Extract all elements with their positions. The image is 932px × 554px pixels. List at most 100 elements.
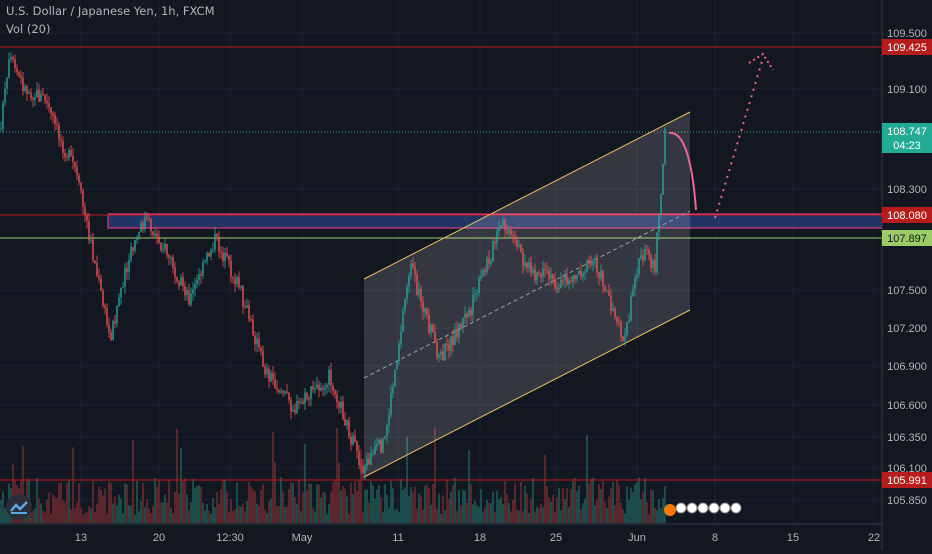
candle-body	[598, 272, 600, 279]
price-badge-resistance-zone: 108.080	[882, 207, 932, 223]
volume-bar	[286, 506, 288, 523]
candle-body	[224, 252, 226, 262]
volume-bar	[438, 493, 440, 523]
candle-body	[614, 308, 616, 318]
volume-bar	[448, 498, 450, 523]
volume-bar	[394, 509, 396, 523]
event-marker-icon[interactable]	[675, 502, 687, 514]
volume-bar	[296, 503, 298, 523]
candle-body	[106, 308, 108, 325]
volume-bar	[60, 482, 62, 523]
candle-body	[230, 260, 232, 277]
volume-bar	[598, 484, 600, 523]
candle-body	[488, 258, 490, 264]
candle-body	[56, 123, 58, 126]
volume-bar	[0, 500, 2, 523]
volume-bar	[380, 497, 382, 523]
volume-bar	[594, 505, 596, 523]
volume-bar	[524, 486, 526, 523]
candle-body	[376, 444, 378, 447]
volume-bar	[246, 500, 248, 523]
price-tick-label: 106.600	[887, 400, 927, 412]
volume-bar	[412, 492, 414, 523]
candle-body	[594, 260, 596, 262]
candle-body	[190, 293, 192, 305]
volume-bar	[486, 499, 488, 523]
candle-body	[44, 94, 46, 102]
volume-bar	[230, 498, 232, 523]
candle-body	[548, 270, 550, 279]
volume-bar	[578, 485, 580, 523]
candle-body	[358, 451, 360, 466]
volume-bar	[506, 494, 508, 523]
candle-body	[384, 436, 386, 439]
volume-bar	[66, 483, 68, 523]
tradingview-logo-icon[interactable]	[6, 494, 32, 520]
volume-bar	[226, 491, 228, 523]
volume-bar	[248, 481, 250, 523]
volume-bar	[648, 514, 650, 523]
event-marker-icon[interactable]	[664, 504, 676, 516]
volume-bar	[202, 502, 204, 523]
candle-body	[360, 465, 362, 467]
volume-bar	[562, 487, 564, 523]
candle-body	[430, 324, 432, 333]
volume-bar	[616, 479, 618, 523]
volume-bar	[282, 491, 284, 523]
volume-bar	[142, 483, 144, 523]
volume-bar	[400, 478, 402, 523]
candle-body	[50, 107, 52, 113]
candle-body	[58, 125, 60, 140]
volume-bar	[314, 511, 316, 523]
candle-body	[612, 308, 614, 311]
volume-bar	[154, 477, 156, 523]
candle-body	[398, 343, 400, 362]
price-badge-label: 105.991	[887, 475, 927, 487]
volume-bar	[570, 488, 572, 523]
candle-body	[438, 354, 440, 358]
candle-body	[204, 260, 206, 262]
volume-bar	[620, 502, 622, 523]
candle-body	[4, 88, 6, 104]
symbol-title[interactable]: U.S. Dollar / Japanese Yen, 1h, FXCM	[6, 4, 215, 18]
volume-bar	[124, 483, 126, 523]
volume-bar	[550, 501, 552, 523]
time-tick-label: 15	[787, 532, 799, 544]
candle-body	[188, 290, 190, 305]
candle-body	[314, 388, 316, 390]
candle-body	[492, 241, 494, 262]
volume-study-label[interactable]: Vol (20)	[6, 22, 51, 36]
volume-bar	[306, 490, 308, 523]
event-marker-icon[interactable]	[719, 502, 731, 514]
volume-bar	[320, 497, 322, 523]
event-markers[interactable]	[664, 502, 742, 516]
volume-bar	[184, 478, 186, 523]
volume-bar	[346, 496, 348, 523]
candle-body	[306, 392, 308, 399]
candle-body	[568, 280, 570, 285]
candle-body	[640, 255, 642, 259]
volume-bar	[252, 489, 254, 523]
candle-body	[100, 278, 102, 291]
volume-bar	[34, 508, 36, 523]
time-tick-label: 22	[868, 532, 880, 544]
volume-bar	[258, 505, 260, 523]
candle-body	[346, 420, 348, 426]
event-marker-icon[interactable]	[697, 502, 709, 514]
candle-body	[502, 219, 504, 226]
event-marker-icon[interactable]	[686, 502, 698, 514]
volume-bar	[454, 477, 456, 523]
candle-body	[284, 391, 286, 394]
volume-bar	[588, 483, 590, 523]
event-marker-icon[interactable]	[708, 502, 720, 514]
candle-body	[26, 86, 28, 94]
volume-bar	[294, 497, 296, 523]
volume-bar	[68, 479, 70, 523]
volume-bar	[460, 505, 462, 523]
candle-body	[66, 156, 68, 158]
volume-bar	[414, 486, 416, 523]
event-marker-icon[interactable]	[730, 502, 742, 514]
candle-body	[524, 262, 526, 266]
